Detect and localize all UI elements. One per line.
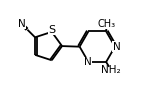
Text: CH₃: CH₃ xyxy=(98,19,116,29)
Text: NH₂: NH₂ xyxy=(101,65,121,75)
Text: N: N xyxy=(18,19,26,29)
Text: N: N xyxy=(112,42,120,52)
Text: S: S xyxy=(48,25,55,35)
Text: N: N xyxy=(84,57,91,67)
